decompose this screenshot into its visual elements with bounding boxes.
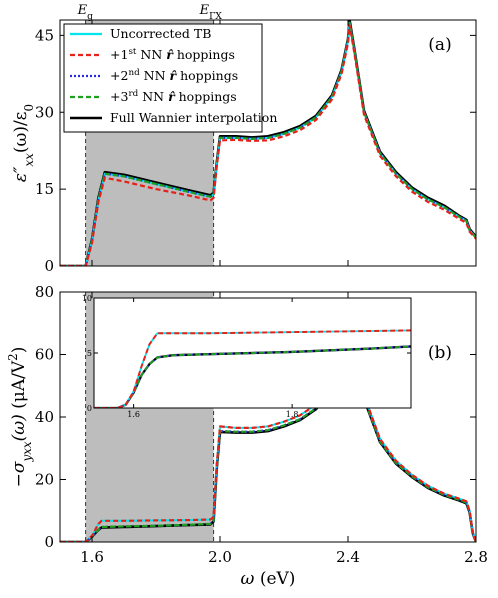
legend-entry-0: Uncorrected TB xyxy=(110,26,211,41)
legend-entry-1: +1st NN r̂ hoppings xyxy=(110,47,235,62)
panel-b-xtick-label-1: 2.0 xyxy=(208,548,232,566)
inset-series-1 xyxy=(94,329,411,408)
panel-b-xlabel: ω (eV) xyxy=(241,569,296,589)
panel-a-ytick-label-3: 45 xyxy=(35,26,54,44)
legend: Uncorrected TB +1st NN r̂ hoppings +2nd NN… xyxy=(63,23,277,133)
panel-a-series-1 xyxy=(60,24,476,266)
inset-ytick-label-2: 10 xyxy=(82,294,92,303)
panel-b-ytick-label-2: 40 xyxy=(35,408,54,426)
inset-xtick-label-0: 1.6 xyxy=(127,410,140,419)
legend-entry-4: Full Wannier interpolation xyxy=(110,110,277,125)
panel-a-frame xyxy=(59,19,477,267)
panel-a-series-4 xyxy=(60,20,476,266)
panel-b-ytick-label-3: 60 xyxy=(35,346,54,364)
inset-ytick-label-0: 0 xyxy=(87,404,92,413)
panel-b-series-3 xyxy=(60,313,476,542)
panel-a-vline-label-eg: Eg xyxy=(77,3,94,22)
legend-box xyxy=(63,23,263,133)
panel-b-label: (b) xyxy=(428,343,452,363)
inset-ytick-label-1: 5 xyxy=(87,349,92,358)
panel-b-ytick-label-4: 80 xyxy=(35,283,54,301)
panel-a-label: (a) xyxy=(428,35,451,55)
panel-a-ytick-label-0: 0 xyxy=(44,257,54,275)
panel-b-ytick-label-0: 0 xyxy=(44,533,54,551)
panel-a-ytick-label-2: 30 xyxy=(35,103,54,121)
inset-xtick-label-1: 1.8 xyxy=(286,410,299,419)
panel-a-vline-label-egx: EΓX xyxy=(199,3,223,22)
panel-b-ytick-label-1: 20 xyxy=(35,471,54,489)
inset-panel: 0 5 10 1.6 1.8 xyxy=(82,294,412,419)
panel-b-xtick-label-3: 2.8 xyxy=(464,548,488,566)
panel-a-series-3 xyxy=(60,21,476,266)
panel-b-series-1 xyxy=(60,309,476,542)
inset-series-3 xyxy=(94,345,411,408)
panel-b-xtick-label-2: 2.4 xyxy=(336,548,360,566)
legend-entry-3: +3rd NN r̂ hoppings xyxy=(110,89,237,104)
panel-b-ylabel: −σyxx(ω) (μA/V2) xyxy=(6,347,34,488)
panel-a-ylabel: ε″xx(ω)/ε0 xyxy=(11,104,36,182)
legend-entry-2: +2nd NN r̂ hoppings xyxy=(110,68,238,83)
panel-a-ytick-label-1: 15 xyxy=(35,180,54,198)
panel-b-xtick-label-0: 1.6 xyxy=(80,548,104,566)
